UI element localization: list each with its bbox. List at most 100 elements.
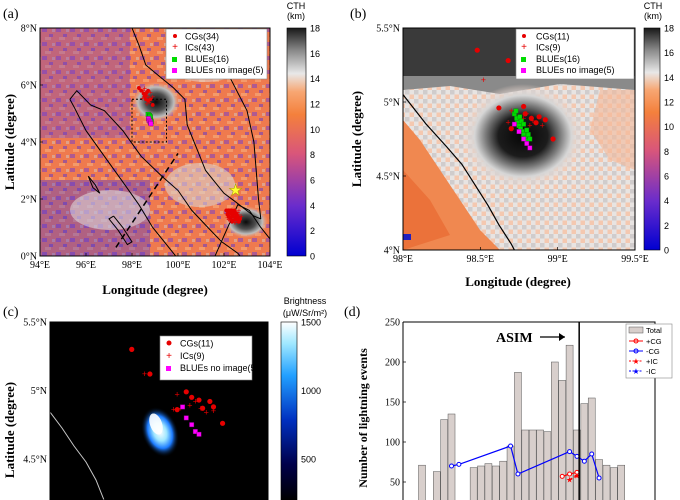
panel-b-legend: CGs(11) + ICs(9) BLUEs(16) BLUEs no imag… xyxy=(515,28,635,80)
panel-a-ic-point: + xyxy=(234,216,239,225)
panel-a-ytick-label: 2°N xyxy=(21,195,37,206)
panel-c-ytick-label: 5.5°N xyxy=(23,318,47,329)
panel-a-ic-point: + xyxy=(231,214,236,223)
panel-d-negcg-point xyxy=(508,443,514,449)
panel-a-cg-point xyxy=(139,88,144,93)
panel-d-total-bar xyxy=(528,429,537,500)
panel-b-warm-core xyxy=(403,170,450,250)
panel-a-coastline xyxy=(108,215,133,246)
panel-d-legend-negic: -IC xyxy=(646,367,657,376)
panel-b-ic-point: + xyxy=(506,118,511,128)
panel-d-total-bar xyxy=(558,380,566,500)
panel-b-cbar-title: CTH xyxy=(644,1,663,11)
panel-c-legend-box xyxy=(159,335,253,381)
panel-b-coastline xyxy=(403,94,515,250)
panel-c-legend-ic-marker: + xyxy=(166,351,172,362)
panel-c-noimg-point xyxy=(180,404,186,410)
panel-c-ic-point: + xyxy=(175,390,180,400)
panel-a-ic-point: + xyxy=(147,98,152,107)
panel-b-cbar-tick-label: 18 xyxy=(664,24,674,34)
panel-c-cg-point xyxy=(183,389,189,395)
panel-c-ic-point: + xyxy=(187,401,192,411)
panel-b-cbar-tick-label: 4 xyxy=(664,196,669,206)
panel-b-cbar-tick-label: 0 xyxy=(664,246,669,256)
panel-a-ic-point: + xyxy=(235,208,240,217)
panel-a-legend-cg: CGs(34) xyxy=(185,32,219,42)
panel-b-ytick-label: 4.5°N xyxy=(376,172,400,183)
panel-a-cloud-haze xyxy=(70,190,150,230)
panel-b-frame xyxy=(402,27,636,251)
panel-b-blue-point xyxy=(525,132,531,137)
panel-a-cg-point xyxy=(237,219,241,224)
panel-b-ic-point: + xyxy=(481,75,486,85)
panel-d-total-bar xyxy=(469,467,478,500)
panel-d-posic-point: ★ xyxy=(573,472,580,481)
panel-d-legend: Total +CG -CG ★ +IC ★ -IC xyxy=(625,323,673,379)
panel-b-legend-box xyxy=(515,28,635,80)
panel-d-ytick-label: 100 xyxy=(385,438,400,449)
panel-a-cbar-tick-label: 4 xyxy=(310,201,315,211)
panel-b-legend-ic-marker: + xyxy=(521,42,527,53)
panel-c-legend-ic: ICs(9) xyxy=(180,351,205,361)
panel-d-ytick-label: 50 xyxy=(390,478,400,489)
panel-b-marks: +++++++++ xyxy=(474,47,556,151)
panel-a-cg-point xyxy=(226,214,231,219)
panel-a-cg-point xyxy=(229,208,233,213)
panel-b-blue-point xyxy=(527,136,533,142)
panel-d-ytick-label: 250 xyxy=(385,318,400,329)
panel-d-total-bar xyxy=(418,464,426,500)
panel-a-legend-box xyxy=(165,28,268,80)
panel-a-xtick-label: 94°E xyxy=(30,260,50,271)
panel-b-ic-point: + xyxy=(530,116,535,126)
panel-c-cg-point xyxy=(219,420,226,426)
panel-a-cg-point xyxy=(232,208,237,213)
panel-a-ic-point: + xyxy=(238,214,243,223)
panel-a-cbar-title: CTH xyxy=(287,1,306,11)
panel-c-cbar-title: Brightness xyxy=(284,296,327,306)
panel-a-coastline xyxy=(69,99,177,256)
panel-a-cbar-tick-label: 0 xyxy=(310,252,315,262)
panel-b-cg-point xyxy=(508,126,514,132)
panel-d-negcg-point xyxy=(574,453,580,459)
panel-c-noimg-point xyxy=(183,415,189,421)
panel-b-ytick-label: 5.5°N xyxy=(376,24,400,35)
panel-b-cg-point xyxy=(496,105,502,111)
panel-a-dashed-track xyxy=(115,152,179,248)
panel-b-cbar-tick-label: 2 xyxy=(664,221,669,231)
panel-d-posic-line xyxy=(569,475,578,481)
panel-a-ic-point: + xyxy=(234,208,239,217)
panel-b-ic-point: + xyxy=(527,121,532,131)
panel-a-ic-point: + xyxy=(150,92,155,101)
panel-b-ic-point: + xyxy=(540,121,545,131)
panel-b-legend-blue-marker xyxy=(521,57,526,62)
panel-b-cold-pixel xyxy=(403,234,411,240)
panel-b-legend-cg: CGs(11) xyxy=(536,32,569,42)
panel-c-ic-point: + xyxy=(193,396,198,406)
panel-d-total-bar xyxy=(580,403,589,500)
panel-a-ic-point: + xyxy=(235,218,240,227)
panel-a-ylabel: Latitude (degree) xyxy=(2,94,17,190)
panel-a-cbar-tick-label: 14 xyxy=(310,74,320,84)
panel-d-total-bar xyxy=(447,413,456,500)
panel-c-ticks: 4.5°N 5°N 5.5°N xyxy=(23,318,53,465)
panel-d-posic-point: ★ xyxy=(566,476,573,485)
panel-b-ic-point: + xyxy=(524,109,529,119)
panel-b-cg-point xyxy=(522,111,528,117)
panel-d-frame xyxy=(402,321,656,500)
panel-c-ic-point: + xyxy=(211,406,216,416)
panel-b-noimg-point xyxy=(524,141,530,146)
panel-a-ic-point: + xyxy=(227,216,232,225)
panel-d-ytick-label: 200 xyxy=(385,358,400,369)
panel-a-cbar-unit: (km) xyxy=(287,11,305,21)
panel-c-legend: CGs(11) + ICs(9) BLUEs no image(5) xyxy=(159,335,259,381)
panel-a-cg-point xyxy=(137,85,141,90)
panel-a-legend-noimg-marker xyxy=(172,68,177,73)
panel-c-ytick-label: 4.5°N xyxy=(23,454,47,465)
panel-b-legend-noimg: BLUEs no image(5) xyxy=(536,65,615,75)
panel-d-legend-negcg-marker xyxy=(633,348,639,354)
panel-a-legend-ic: ICs(43) xyxy=(185,43,215,53)
panel-a-noimg-point xyxy=(148,121,154,127)
panel-a-cold-region xyxy=(40,28,130,138)
panel-b-cg-point xyxy=(536,114,542,120)
